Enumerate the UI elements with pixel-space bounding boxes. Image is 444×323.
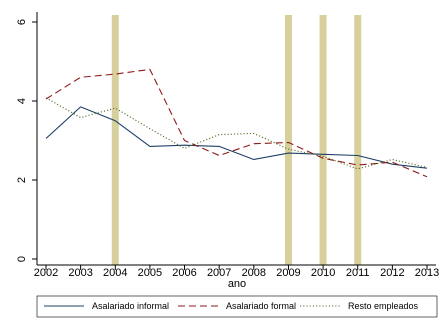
x-tick-label: 2013 bbox=[415, 267, 439, 279]
highlight-bands bbox=[111, 15, 362, 265]
legend-label-2: Asalariado formal bbox=[226, 301, 296, 311]
highlight-band-2011 bbox=[354, 15, 362, 265]
legend-frame bbox=[36, 295, 438, 318]
y-tick-label: 6 bbox=[16, 19, 28, 25]
highlight-band-2009 bbox=[284, 15, 292, 265]
series-line-2 bbox=[45, 68, 428, 178]
y-tick-label: 2 bbox=[16, 177, 28, 183]
x-tick-label: 2002 bbox=[34, 267, 58, 279]
y-axis-ticks: 0 2 4 6 bbox=[16, 19, 37, 262]
legend-label-3: Resto empleados bbox=[348, 301, 419, 311]
x-tick-label: 2010 bbox=[311, 267, 335, 279]
x-tick-label: 2005 bbox=[138, 267, 162, 279]
y-tick-label: 4 bbox=[16, 98, 28, 104]
x-tick-label: 2012 bbox=[380, 267, 404, 279]
highlight-band-2010 bbox=[319, 15, 327, 265]
x-tick-label: 2003 bbox=[68, 267, 92, 279]
x-tick-label: 2009 bbox=[276, 267, 300, 279]
x-tick-label: 2011 bbox=[346, 267, 370, 279]
x-tick-label: 2004 bbox=[103, 267, 127, 279]
axes bbox=[36, 12, 436, 266]
x-axis-ticks: 2002 2003 2004 2005 2006 2007 2008 2009 2010 2011… bbox=[34, 265, 439, 279]
legend-label-1: Asalariado informal bbox=[92, 301, 169, 311]
x-tick-label: 2006 bbox=[172, 267, 196, 279]
legend: Asalariado informal Asalariado formal Rest… bbox=[36, 295, 438, 318]
x-tick-label: 2007 bbox=[207, 267, 231, 279]
y-tick-label: 0 bbox=[16, 256, 28, 262]
x-tick-label: 2008 bbox=[242, 267, 266, 279]
series-lines bbox=[45, 68, 428, 178]
x-axis-title: ano bbox=[228, 278, 246, 290]
series-line-1 bbox=[45, 106, 428, 169]
highlight-band-2004 bbox=[111, 15, 119, 265]
